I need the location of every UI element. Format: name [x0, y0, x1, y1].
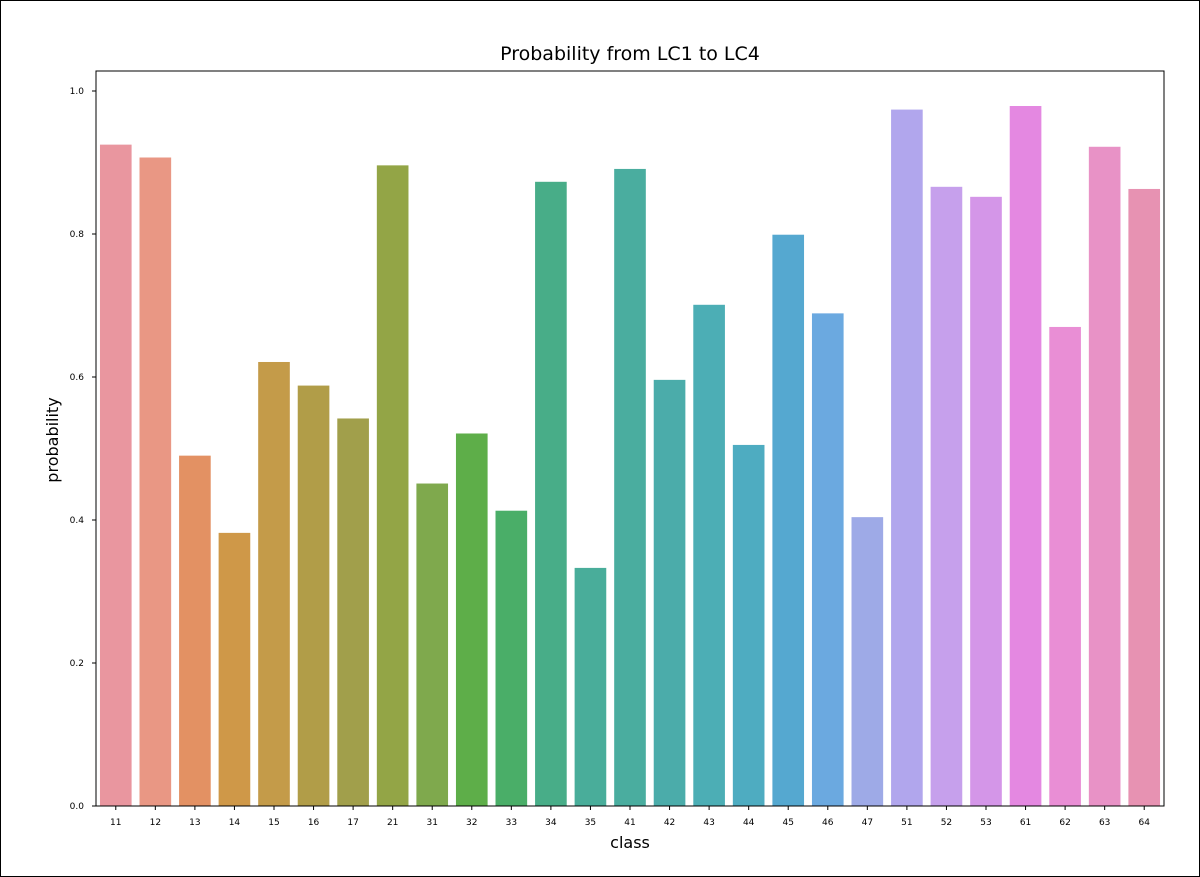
bar-42 — [653, 379, 686, 806]
x-tick-label: 17 — [347, 818, 358, 828]
bar-32 — [455, 433, 488, 806]
x-tick-label: 14 — [229, 818, 241, 828]
x-tick-label: 34 — [545, 818, 557, 828]
y-tick-label: 0.6 — [70, 373, 85, 383]
x-tick-label: 21 — [387, 818, 398, 828]
bar-46 — [811, 313, 844, 806]
y-tick-label: 1.0 — [70, 87, 85, 97]
x-tick-label: 32 — [466, 818, 477, 828]
x-tick-label: 35 — [585, 818, 596, 828]
bar-63 — [1088, 146, 1121, 806]
x-tick-label: 64 — [1138, 818, 1150, 828]
x-tick-label: 11 — [110, 818, 121, 828]
x-ticks-group: 11 12 13 14 15 16 17 21 31 32 33 34 35 41 42 43 44 45 46 47… — [110, 806, 1150, 828]
plot-frame — [95, 70, 1165, 807]
x-tick-label: 31 — [426, 818, 437, 828]
bar-33 — [495, 510, 528, 806]
x-tick-label: 42 — [664, 818, 675, 828]
bar-61 — [1009, 106, 1042, 806]
bar-35 — [574, 567, 607, 806]
bar-11 — [99, 144, 132, 807]
bar-21 — [376, 165, 409, 807]
bar-12 — [139, 157, 172, 806]
x-tick-label: 16 — [308, 818, 320, 828]
bar-51 — [891, 109, 923, 807]
bar-41 — [614, 168, 646, 806]
bar-31 — [416, 483, 449, 806]
bar-53 — [970, 196, 1002, 806]
x-tick-label: 13 — [189, 818, 200, 828]
bar-64 — [1128, 188, 1161, 806]
bar-17 — [337, 418, 369, 806]
x-tick-label: 15 — [268, 818, 279, 828]
y-tick-label: 0.0 — [70, 802, 85, 812]
y-tick-label: 0.8 — [70, 230, 85, 240]
bar-13 — [179, 455, 211, 806]
bar-47 — [851, 517, 884, 806]
x-tick-label: 44 — [743, 818, 755, 828]
x-tick-label: 52 — [941, 818, 952, 828]
x-tick-label: 45 — [782, 818, 793, 828]
bar-14 — [218, 532, 251, 806]
chart-title: Probability from LC1 to LC4 — [500, 43, 760, 65]
x-tick-label: 51 — [901, 818, 912, 828]
x-tick-label: 62 — [1059, 818, 1070, 828]
bar-43 — [693, 304, 725, 806]
bar-52 — [930, 186, 963, 806]
y-ticks-group: 0.0 0.2 0.4 0.6 0.8 1.0 — [70, 87, 96, 812]
y-axis-label: probability — [43, 397, 62, 482]
x-tick-label: 53 — [980, 818, 991, 828]
x-tick-label: 43 — [703, 818, 714, 828]
x-tick-label: 33 — [506, 818, 517, 828]
y-tick-label: 0.4 — [70, 516, 85, 526]
bar-15 — [258, 361, 290, 806]
bar-16 — [297, 385, 330, 806]
x-tick-label: 61 — [1020, 818, 1031, 828]
bar-44 — [732, 444, 765, 806]
bar-62 — [1049, 326, 1081, 806]
bar-45 — [772, 234, 805, 806]
x-tick-label: 47 — [862, 818, 873, 828]
x-axis-label: class — [610, 833, 650, 852]
x-tick-label: 46 — [822, 818, 834, 828]
x-tick-label: 41 — [624, 818, 635, 828]
x-tick-label: 63 — [1099, 818, 1110, 828]
bar-34 — [535, 181, 567, 807]
y-tick-label: 0.2 — [70, 659, 84, 669]
x-tick-label: 12 — [150, 818, 161, 828]
bars-group — [99, 106, 1161, 807]
